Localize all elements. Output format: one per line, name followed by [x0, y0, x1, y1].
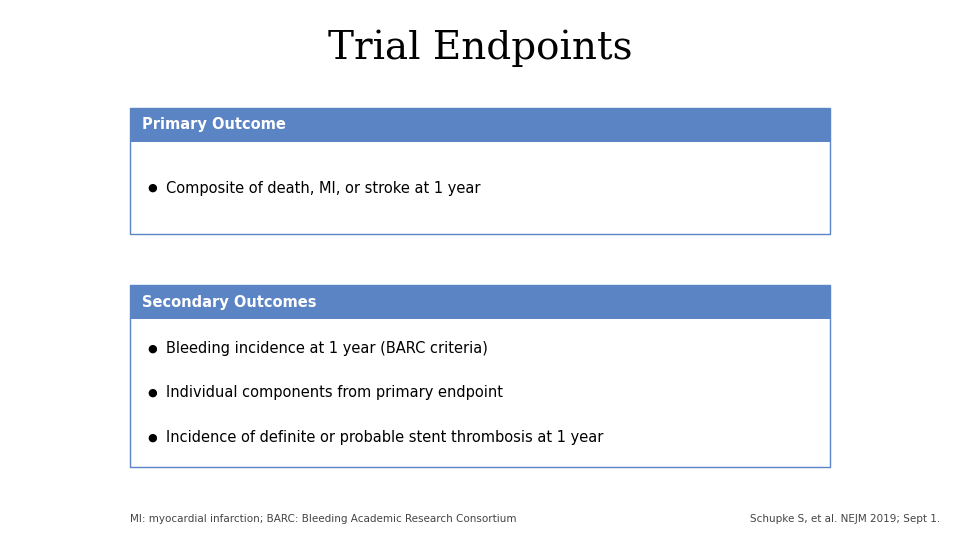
Text: Individual components from primary endpoint: Individual components from primary endpo…: [166, 386, 503, 401]
Text: Secondary Outcomes: Secondary Outcomes: [142, 294, 317, 309]
Text: Bleeding incidence at 1 year (BARC criteria): Bleeding incidence at 1 year (BARC crite…: [166, 341, 488, 356]
Text: MI: myocardial infarction; BARC: Bleeding Academic Research Consortium: MI: myocardial infarction; BARC: Bleedin…: [130, 514, 516, 524]
FancyBboxPatch shape: [130, 108, 830, 142]
Text: ●: ●: [147, 433, 156, 443]
FancyBboxPatch shape: [130, 108, 830, 234]
FancyBboxPatch shape: [130, 285, 830, 319]
Text: Incidence of definite or probable stent thrombosis at 1 year: Incidence of definite or probable stent …: [166, 430, 604, 445]
Text: ●: ●: [147, 388, 156, 398]
Text: ●: ●: [147, 183, 156, 193]
Text: Schupke S, et al. NEJM 2019; Sept 1.: Schupke S, et al. NEJM 2019; Sept 1.: [750, 514, 940, 524]
Text: Primary Outcome: Primary Outcome: [142, 118, 286, 132]
Text: Composite of death, MI, or stroke at 1 year: Composite of death, MI, or stroke at 1 y…: [166, 180, 481, 195]
Text: ●: ●: [147, 343, 156, 353]
FancyBboxPatch shape: [130, 285, 830, 467]
Text: Trial Endpoints: Trial Endpoints: [327, 29, 633, 67]
